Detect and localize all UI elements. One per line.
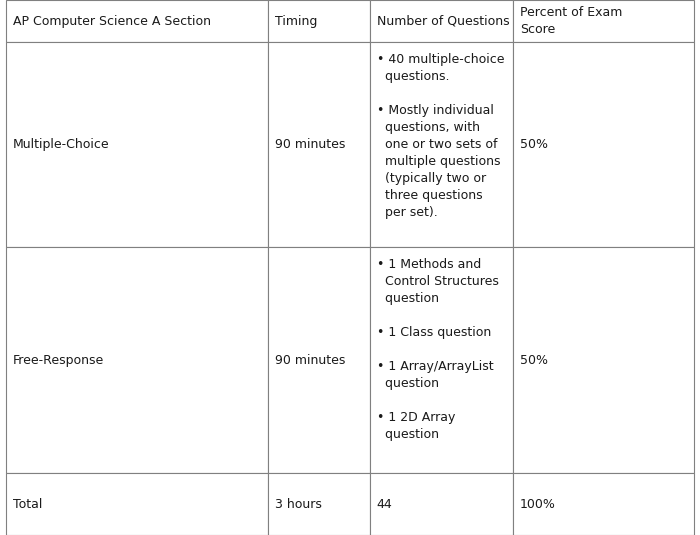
Bar — [268, 247, 370, 473]
Text: AP Computer Science A Section: AP Computer Science A Section — [13, 14, 211, 28]
Text: Total: Total — [13, 498, 42, 511]
Bar — [268, 473, 370, 535]
Text: 3 hours: 3 hours — [275, 498, 322, 511]
Text: 50%: 50% — [520, 354, 548, 367]
Bar — [6, 42, 268, 247]
Text: 90 minutes: 90 minutes — [275, 138, 346, 151]
Bar — [370, 0, 513, 42]
Bar — [513, 42, 694, 247]
Text: Multiple-Choice: Multiple-Choice — [13, 138, 109, 151]
Text: 100%: 100% — [520, 498, 556, 511]
Text: 90 minutes: 90 minutes — [275, 354, 346, 367]
Text: 50%: 50% — [520, 138, 548, 151]
Text: Timing: Timing — [275, 14, 318, 28]
Text: • 1 Methods and
  Control Structures
  question

• 1 Class question

• 1 Array/A: • 1 Methods and Control Structures quest… — [377, 258, 498, 441]
Bar — [6, 247, 268, 473]
Bar — [6, 473, 268, 535]
Bar — [370, 247, 513, 473]
Text: 44: 44 — [377, 498, 392, 511]
Bar — [513, 473, 694, 535]
Bar — [370, 42, 513, 247]
Bar — [513, 247, 694, 473]
Text: Free-Response: Free-Response — [13, 354, 104, 367]
Bar — [268, 42, 370, 247]
Bar — [370, 473, 513, 535]
Bar — [6, 0, 268, 42]
Bar — [513, 0, 694, 42]
Text: Percent of Exam
Score: Percent of Exam Score — [520, 6, 622, 36]
Bar — [268, 0, 370, 42]
Text: • 40 multiple-choice
  questions.

• Mostly individual
  questions, with
  one o: • 40 multiple-choice questions. • Mostly… — [377, 53, 504, 219]
Text: Number of Questions: Number of Questions — [377, 14, 509, 28]
